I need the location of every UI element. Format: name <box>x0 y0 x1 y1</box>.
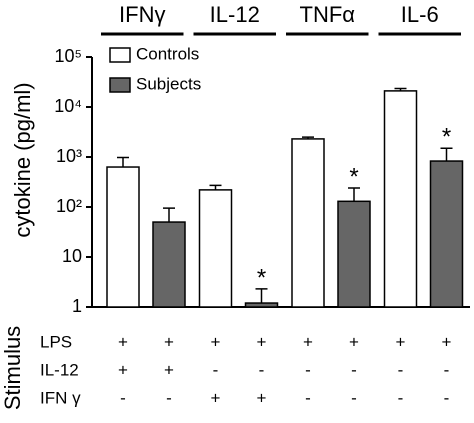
stimulus-value: - <box>444 360 450 379</box>
y-tick-label: 10² <box>56 196 82 216</box>
stimulus-value: + <box>164 332 174 351</box>
y-tick-label: 1 <box>72 296 82 316</box>
stimulus-value: - <box>351 388 357 407</box>
group-label: IFNγ <box>119 2 165 27</box>
stimulus-value: + <box>303 332 313 351</box>
stimulus-value: + <box>396 332 406 351</box>
stimulus-value: + <box>164 360 174 379</box>
stimulus-value: - <box>259 360 265 379</box>
stimulus-value: - <box>305 388 311 407</box>
y-tick-label: 10⁵ <box>55 46 82 66</box>
error-bar <box>440 147 453 162</box>
error-bar <box>209 184 222 190</box>
bar <box>429 160 464 308</box>
group-label: IL-12 <box>210 2 260 27</box>
stimulus-value: + <box>442 332 452 351</box>
stimulus-label: Stimulus <box>0 326 25 410</box>
bar <box>106 166 140 308</box>
bar <box>383 90 418 308</box>
group-label: TNFα <box>300 2 356 27</box>
stimulus-row-label: IFN γ <box>40 388 81 407</box>
stimulus-value: - <box>398 388 404 407</box>
legend-label: Subjects <box>136 74 201 93</box>
error-bar <box>117 156 129 168</box>
stimulus-value: + <box>257 388 267 407</box>
error-bar <box>394 87 407 91</box>
y-tick-label: 10³ <box>56 146 82 166</box>
stimulus-value: + <box>211 332 221 351</box>
bar <box>152 221 186 308</box>
legend-label: Controls <box>136 44 199 63</box>
significance-marker: * <box>349 163 358 190</box>
significance-marker: * <box>442 124 451 151</box>
stimulus-value: - <box>398 360 404 379</box>
error-bar <box>302 136 314 139</box>
significance-marker: * <box>257 264 266 291</box>
error-bar <box>348 187 360 202</box>
error-bar <box>163 207 175 223</box>
group-label: IL-6 <box>401 2 439 27</box>
stimulus-value: + <box>118 360 128 379</box>
stimulus-value: - <box>120 388 126 407</box>
y-axis-label: cytokine (pg/ml) <box>10 82 35 237</box>
stimulus-value: - <box>444 388 450 407</box>
bar <box>198 189 233 308</box>
stimulus-value: - <box>213 360 219 379</box>
stimulus-value: - <box>305 360 311 379</box>
error-bar <box>255 288 268 304</box>
y-tick-label: 10 <box>62 246 82 266</box>
stimulus-value: + <box>349 332 359 351</box>
bar <box>337 200 371 308</box>
bar <box>291 138 325 308</box>
legend-swatch <box>109 77 131 93</box>
stimulus-value: + <box>211 388 221 407</box>
legend-swatch <box>109 47 131 63</box>
stimulus-value: - <box>351 360 357 379</box>
stimulus-value: + <box>257 332 267 351</box>
stimulus-row-label: LPS <box>40 332 72 351</box>
bar <box>244 302 279 308</box>
stimulus-value: - <box>166 388 172 407</box>
y-tick-label: 10⁴ <box>54 96 82 116</box>
stimulus-value: + <box>118 332 128 351</box>
stimulus-row-label: IL-12 <box>40 360 79 379</box>
